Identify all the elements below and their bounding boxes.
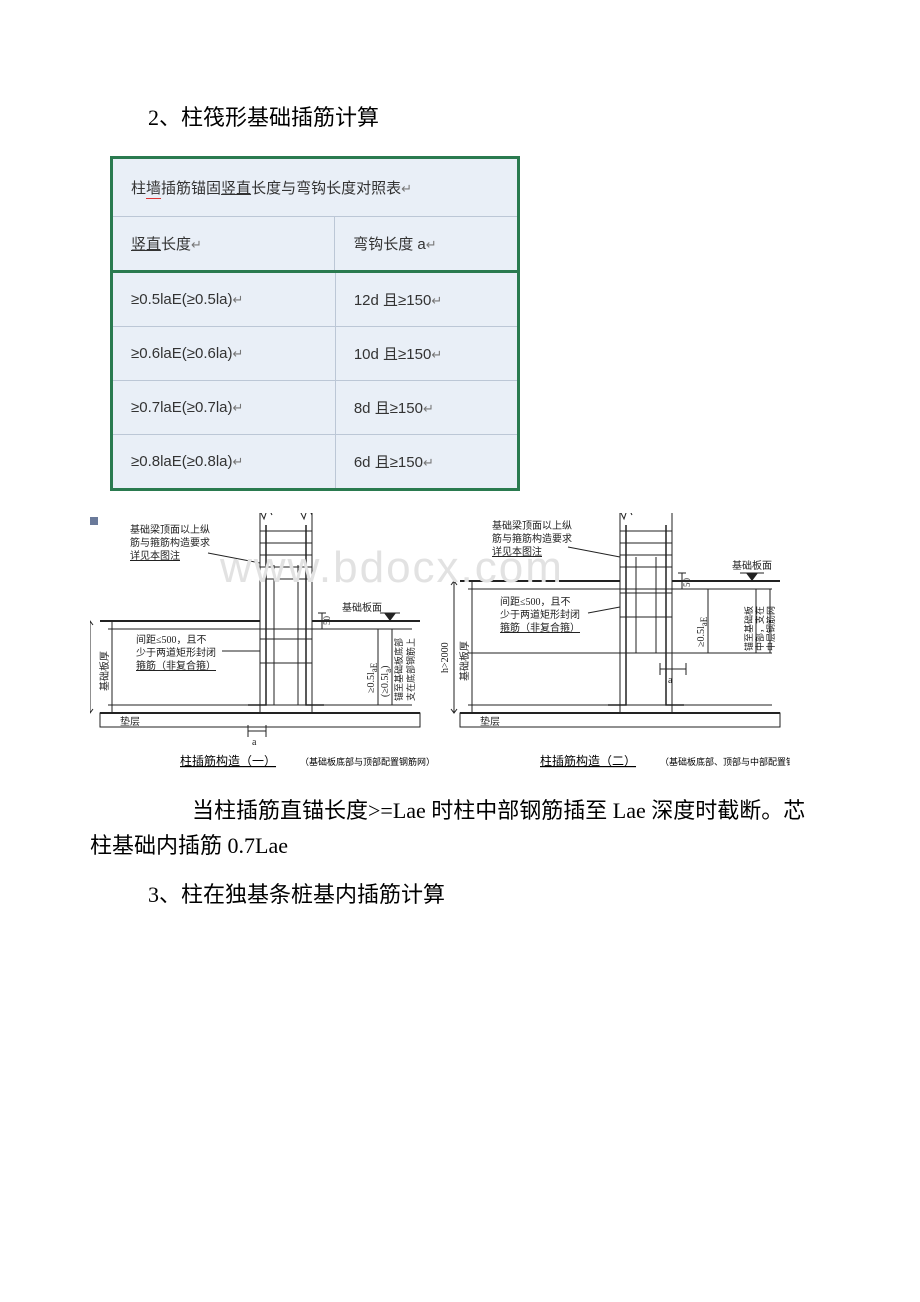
col1-header: 竖直长度↵ — [113, 217, 335, 270]
diag-label: 垫层 — [480, 715, 500, 728]
cell: 12d 且≥150 — [354, 292, 431, 309]
anchor-table-wrap: 柱墙插筋锚固竖直长度与弯钩长度对照表↵ 竖直长度↵ 弯钩长度 a↵ ≥0.5la… — [110, 156, 830, 491]
para-line: 当柱插筋直锚长度>=Lae 时柱中部钢筋插至 Lae 深度时截断。芯 — [148, 793, 830, 828]
caption-right-sub: （基础板底部、顶部与中部配置钢筋网） — [660, 756, 790, 767]
diag-note: 详见本图注 — [492, 545, 542, 558]
diag-note: 基础梁顶面以上纵 — [130, 523, 210, 536]
dim-label: 50 — [682, 578, 692, 588]
diag-note: 基础梁顶面以上纵 — [492, 519, 572, 532]
diag-note: 箍筋（非复合箍） — [136, 659, 216, 672]
dim-label: (≥0.5la) — [380, 666, 393, 697]
section-2-heading: 2、柱筏形基础插筋计算 — [148, 100, 830, 132]
anchor-length-table: 柱墙插筋锚固竖直长度与弯钩长度对照表↵ 竖直长度↵ 弯钩长度 a↵ ≥0.5la… — [110, 156, 520, 491]
caption-right-main: 柱插筋构造（二） — [540, 753, 636, 768]
caption-left-main: 柱插筋构造（一） — [180, 753, 276, 768]
table-title-cell: 柱墙插筋锚固竖直长度与弯钩长度对照表↵ — [112, 158, 519, 217]
diag-label: 支在底部钢筋上 — [405, 638, 416, 701]
body-paragraph: 当柱插筋直锚长度>=Lae 时柱中部钢筋插至 Lae 深度时截断。芯 柱基础内插… — [90, 793, 830, 863]
dim-label: ≥0.5laE — [696, 616, 709, 647]
table-row: ≥0.8laE(≥0.8la)↵ 6d 且≥150↵ — [112, 435, 519, 490]
cell: 8d 且≥150 — [354, 400, 423, 417]
table-body: ≥0.5laE(≥0.5la)↵ 12d 且≥150↵ ≥0.6laE(≥0.6… — [112, 272, 519, 490]
diag-label: 垫层 — [120, 715, 140, 728]
diag-note: 筋与箍筋构造要求 — [492, 532, 572, 545]
cell: 6d 且≥150 — [354, 454, 423, 471]
diag-label: 锚至基础板 — [743, 606, 754, 651]
dim-label: 基础板厚 — [98, 651, 111, 691]
caption-left-sub: （基础板底部与顶部配置钢筋网） — [300, 756, 435, 767]
dim-label: 基础板厚 — [458, 641, 471, 681]
cell: ≥0.7laE(≥0.7la) — [131, 399, 233, 416]
section-3-heading: 3、柱在独基条桩基内插筋计算 — [148, 877, 830, 909]
diag-note: 少于两道矩形封闭 — [500, 608, 580, 621]
table-title-prefix: 柱墙插筋锚固竖直长度与弯钩长度对照表↵ — [131, 180, 412, 197]
diag-note: 间距≤500，且不 — [136, 633, 207, 646]
diag-note: 筋与箍筋构造要求 — [130, 536, 210, 549]
table-row: ≥0.5laE(≥0.5la)↵ 12d 且≥150↵ — [112, 272, 519, 327]
diagram-svg: 基础梁顶面以上纵 筋与箍筋构造要求 详见本图注 间距≤500，且不 少于两道矩形… — [90, 513, 790, 783]
table-row: ≥0.7laE(≥0.7la)↵ 8d 且≥150↵ — [112, 381, 519, 435]
diag-note: 间距≤500，且不 — [500, 595, 571, 608]
dim-label: a — [668, 675, 673, 686]
diag-note: 少于两道矩形封闭 — [136, 646, 216, 659]
diag-label: 中层钢筋网 — [765, 606, 776, 651]
diag-note: 详见本图注 — [130, 549, 180, 562]
diag-label: 锚至基础板底部 — [393, 638, 404, 701]
diag-label: 基础板面 — [732, 559, 772, 572]
table-row: ≥0.6laE(≥0.6la)↵ 10d 且≥150↵ — [112, 327, 519, 381]
para-line: 柱基础内插筋 0.7Lae — [90, 828, 830, 863]
heading-text: 2、柱筏形基础插筋计算 — [148, 105, 379, 130]
dim-label: 50 — [322, 616, 332, 626]
heading-text: 3、柱在独基条桩基内插筋计算 — [148, 882, 445, 907]
dim-label: ≥0.5laE — [366, 662, 379, 693]
cell: ≥0.8laE(≥0.8la) — [131, 453, 233, 470]
dim-label: h>2000 — [440, 642, 451, 673]
cell: 10d 且≥150 — [354, 346, 431, 363]
diag-label: 基础板面 — [342, 601, 382, 614]
diag-label: 中部，支在 — [754, 606, 765, 651]
cell: ≥0.6laE(≥0.6la) — [131, 345, 233, 362]
diag-note: 箍筋（非复合箍） — [500, 621, 580, 634]
dim-label: a — [252, 737, 257, 748]
bullet-icon — [90, 517, 98, 525]
col2-header: 弯钩长度 a↵ — [335, 217, 517, 270]
rebar-diagram: www.bdocx.com — [90, 513, 790, 783]
cell: ≥0.5laE(≥0.5la) — [131, 291, 233, 308]
